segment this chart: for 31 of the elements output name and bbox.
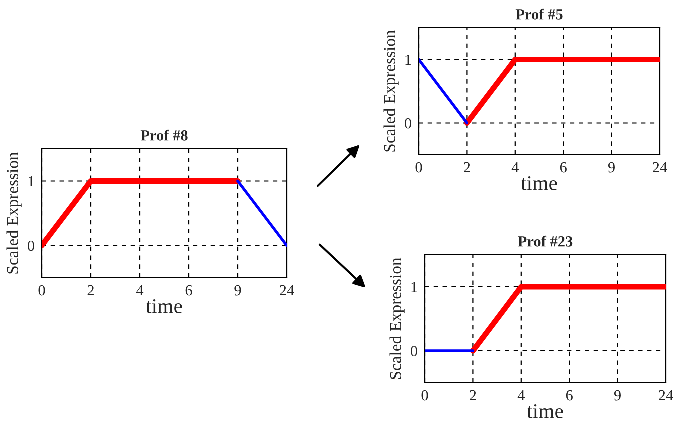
x-tick-label: 6	[186, 285, 192, 296]
y-tick-label: 0	[405, 118, 412, 129]
x-tick-label: 2	[470, 390, 476, 401]
x-axis-title: time	[146, 299, 182, 314]
x-tick-label: 6	[566, 390, 573, 401]
chart-title: Prof #23	[518, 236, 573, 247]
y-tick-label: 1	[28, 176, 34, 187]
y-axis-title: Scaled Expression	[390, 258, 405, 380]
x-axis-title: time	[527, 404, 564, 418]
x-tick-label: 9	[234, 285, 242, 296]
x-tick-label: 4	[136, 285, 144, 296]
x-tick-label: 0	[38, 285, 46, 296]
y-tick-label: 0	[411, 346, 418, 356]
y-axis-title: Scaled Expression	[384, 30, 399, 152]
x-tick-label: 0	[422, 390, 428, 401]
x-tick-label: 4	[518, 390, 525, 401]
x-tick-label: 9	[614, 390, 621, 401]
x-tick-label: 9	[608, 162, 615, 173]
chart-title: Prof #5	[516, 8, 563, 20]
x-tick-label: 2	[88, 285, 94, 296]
x-tick-label: 4	[512, 162, 519, 173]
y-tick-label: 1	[412, 282, 418, 292]
x-axis-title: time	[521, 176, 558, 190]
y-axis-title: Scaled Expression	[6, 152, 22, 274]
x-tick-label: 2	[464, 162, 470, 173]
x-tick-label: 24	[659, 390, 674, 401]
x-tick-label: 6	[560, 162, 567, 173]
x-tick-label: 24	[280, 285, 294, 296]
y-tick-label: 1	[406, 54, 412, 66]
x-tick-label: 24	[653, 162, 668, 173]
chart-title: Prof #8	[140, 130, 188, 141]
